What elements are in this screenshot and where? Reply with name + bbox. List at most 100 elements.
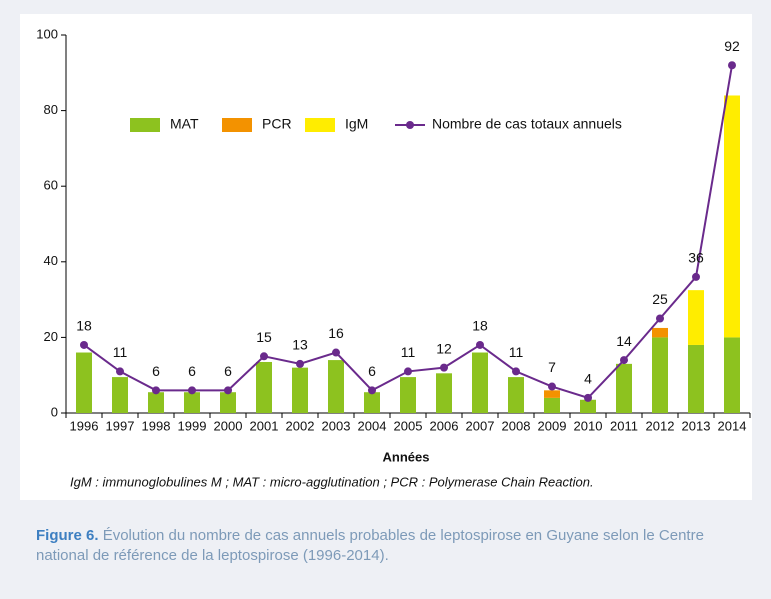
x-tick-label: 2004: [358, 418, 387, 433]
legend-label: MAT: [170, 116, 199, 132]
data-label: 14: [616, 333, 632, 349]
legend-label: PCR: [262, 116, 292, 132]
data-label: 6: [188, 363, 196, 379]
bar-segment: [544, 397, 560, 413]
legend-marker: [406, 121, 414, 129]
chart: Années IgM : immunoglobulines M ; MAT : …: [36, 26, 751, 489]
x-tick-label: 1997: [106, 418, 135, 433]
x-tick-label: 1998: [142, 418, 171, 433]
x-tick-label: 2008: [502, 418, 531, 433]
data-label: 18: [76, 318, 92, 334]
footnote: IgM : immunoglobulines M ; MAT : micro-a…: [70, 474, 594, 489]
x-tick-label: 2009: [538, 418, 567, 433]
line-marker: [224, 386, 232, 395]
data-label: 6: [368, 363, 376, 379]
line-marker: [476, 340, 484, 349]
bar-segment: [76, 352, 92, 413]
line-marker: [584, 393, 592, 402]
bar-segment: [688, 290, 704, 345]
bar-segment: [112, 377, 128, 413]
bar-segment: [328, 360, 344, 413]
x-tick-label: 2000: [214, 418, 243, 433]
y-tick-label: 0: [51, 404, 58, 419]
line-marker: [548, 382, 556, 391]
bar-segment: [436, 373, 452, 413]
caption: Figure 6. Évolution du nombre de cas ann…: [36, 526, 736, 566]
line-marker: [692, 272, 700, 281]
data-label: 18: [472, 318, 488, 334]
x-tick-label: 2007: [466, 418, 495, 433]
data-label: 4: [584, 371, 592, 387]
bar-segment: [652, 327, 668, 338]
line-marker: [656, 314, 664, 323]
y-tick-label: 100: [36, 26, 58, 41]
line-marker: [116, 367, 124, 376]
line-marker: [368, 386, 376, 395]
line-marker: [152, 386, 160, 395]
legend-swatch: [305, 118, 335, 132]
data-label: 11: [509, 344, 524, 360]
bar-segment: [184, 392, 200, 413]
bar-segment: [292, 367, 308, 413]
data-label: 12: [436, 340, 452, 356]
x-tick-label: 2005: [394, 418, 423, 433]
bar-segment: [148, 392, 164, 413]
bar-segment: [652, 337, 668, 413]
data-label: 16: [328, 325, 344, 341]
line-marker: [404, 367, 412, 376]
bar-segment: [688, 344, 704, 413]
data-label: 6: [152, 363, 160, 379]
legend-swatch: [222, 118, 252, 132]
x-tick-label: 1999: [178, 418, 207, 433]
bar-segment: [544, 390, 560, 398]
data-label: 11: [113, 344, 128, 360]
data-label: 7: [548, 359, 556, 375]
line-marker: [332, 348, 340, 357]
x-tick-label: 2011: [610, 418, 638, 433]
chart-panel: [20, 14, 752, 500]
data-label: 25: [652, 291, 668, 307]
bar-segment: [256, 361, 272, 413]
data-label: 36: [688, 250, 704, 266]
legend-swatch: [130, 118, 160, 132]
bar-segment: [400, 377, 416, 413]
data-label: 13: [292, 337, 308, 353]
bar-segment: [724, 95, 740, 338]
x-tick-label: 2002: [286, 418, 315, 433]
bar-segment: [472, 352, 488, 413]
y-tick-label: 80: [44, 102, 58, 117]
bar-segment: [508, 377, 524, 413]
x-tick-label: 2006: [430, 418, 459, 433]
x-tick-label: 2003: [322, 418, 351, 433]
y-tick-label: 40: [44, 253, 58, 268]
line-marker: [80, 340, 88, 349]
line-marker: [620, 356, 628, 365]
x-axis-label: Années: [383, 449, 430, 464]
data-label: 15: [256, 329, 272, 345]
line-marker: [440, 363, 448, 372]
y-tick-label: 60: [44, 178, 58, 193]
data-label: 92: [724, 38, 740, 54]
line-marker: [188, 386, 196, 395]
line-marker: [296, 359, 304, 368]
line-marker: [728, 61, 736, 70]
legend-label: IgM: [345, 116, 368, 132]
legend-label: Nombre de cas totaux annuels: [432, 116, 622, 132]
data-label: 11: [401, 344, 416, 360]
y-tick-label: 20: [44, 329, 58, 344]
caption-label: Figure 6.: [36, 527, 99, 544]
line-marker: [260, 352, 268, 361]
bar-segment: [364, 392, 380, 413]
line-marker: [512, 367, 520, 376]
x-tick-label: 2001: [250, 418, 279, 433]
caption-text: Évolution du nombre de cas annuels proba…: [36, 527, 704, 564]
bar-segment: [616, 363, 632, 413]
x-tick-label: 2010: [574, 418, 603, 433]
x-tick-label: 1996: [70, 418, 99, 433]
bar-segment: [724, 337, 740, 413]
x-tick-label: 2014: [718, 418, 747, 433]
bar-segment: [580, 399, 596, 413]
bar-segment: [220, 392, 236, 413]
x-tick-label: 2013: [682, 418, 711, 433]
